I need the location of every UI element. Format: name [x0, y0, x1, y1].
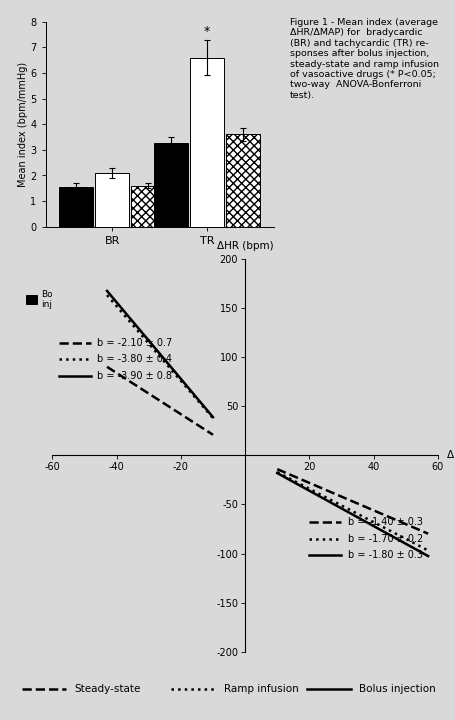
- Text: Steady-state: Steady-state: [75, 684, 141, 693]
- Text: ΔHR (bpm): ΔHR (bpm): [216, 241, 273, 251]
- Bar: [59, 187, 93, 227]
- Text: ΔMAP (mmHg): ΔMAP (mmHg): [446, 451, 455, 460]
- Text: b = -3.80 ± 0.4: b = -3.80 ± 0.4: [97, 354, 172, 364]
- Text: b = -1.40 ± 0.3: b = -1.40 ± 0.3: [347, 517, 422, 527]
- Bar: [190, 58, 224, 227]
- Text: Figure 1 - Mean index (average
ΔHR/ΔMAP) for  bradycardic
(BR) and tachycardic (: Figure 1 - Mean index (average ΔHR/ΔMAP)…: [289, 18, 438, 100]
- Legend: Bolus
injection, Steady-
state, Ramp
infusion: Bolus injection, Steady- state, Ramp inf…: [23, 286, 193, 312]
- Text: *: *: [203, 25, 210, 38]
- Bar: [131, 186, 165, 227]
- Text: b = -2.10 ± 0.7: b = -2.10 ± 0.7: [97, 338, 172, 348]
- Text: b = -3.90 ± 0.8: b = -3.90 ± 0.8: [97, 371, 172, 381]
- Text: b = -1.70 ± 0.2: b = -1.70 ± 0.2: [347, 534, 422, 544]
- Y-axis label: Mean index (bpm/mmHg): Mean index (bpm/mmHg): [17, 62, 27, 186]
- Bar: [226, 135, 260, 227]
- Text: b = -1.80 ± 0.3: b = -1.80 ± 0.3: [347, 551, 422, 560]
- Text: Ramp infusion: Ramp infusion: [223, 684, 298, 693]
- Bar: [95, 173, 129, 227]
- Text: Bolus injection: Bolus injection: [359, 684, 435, 693]
- Bar: [154, 143, 187, 227]
